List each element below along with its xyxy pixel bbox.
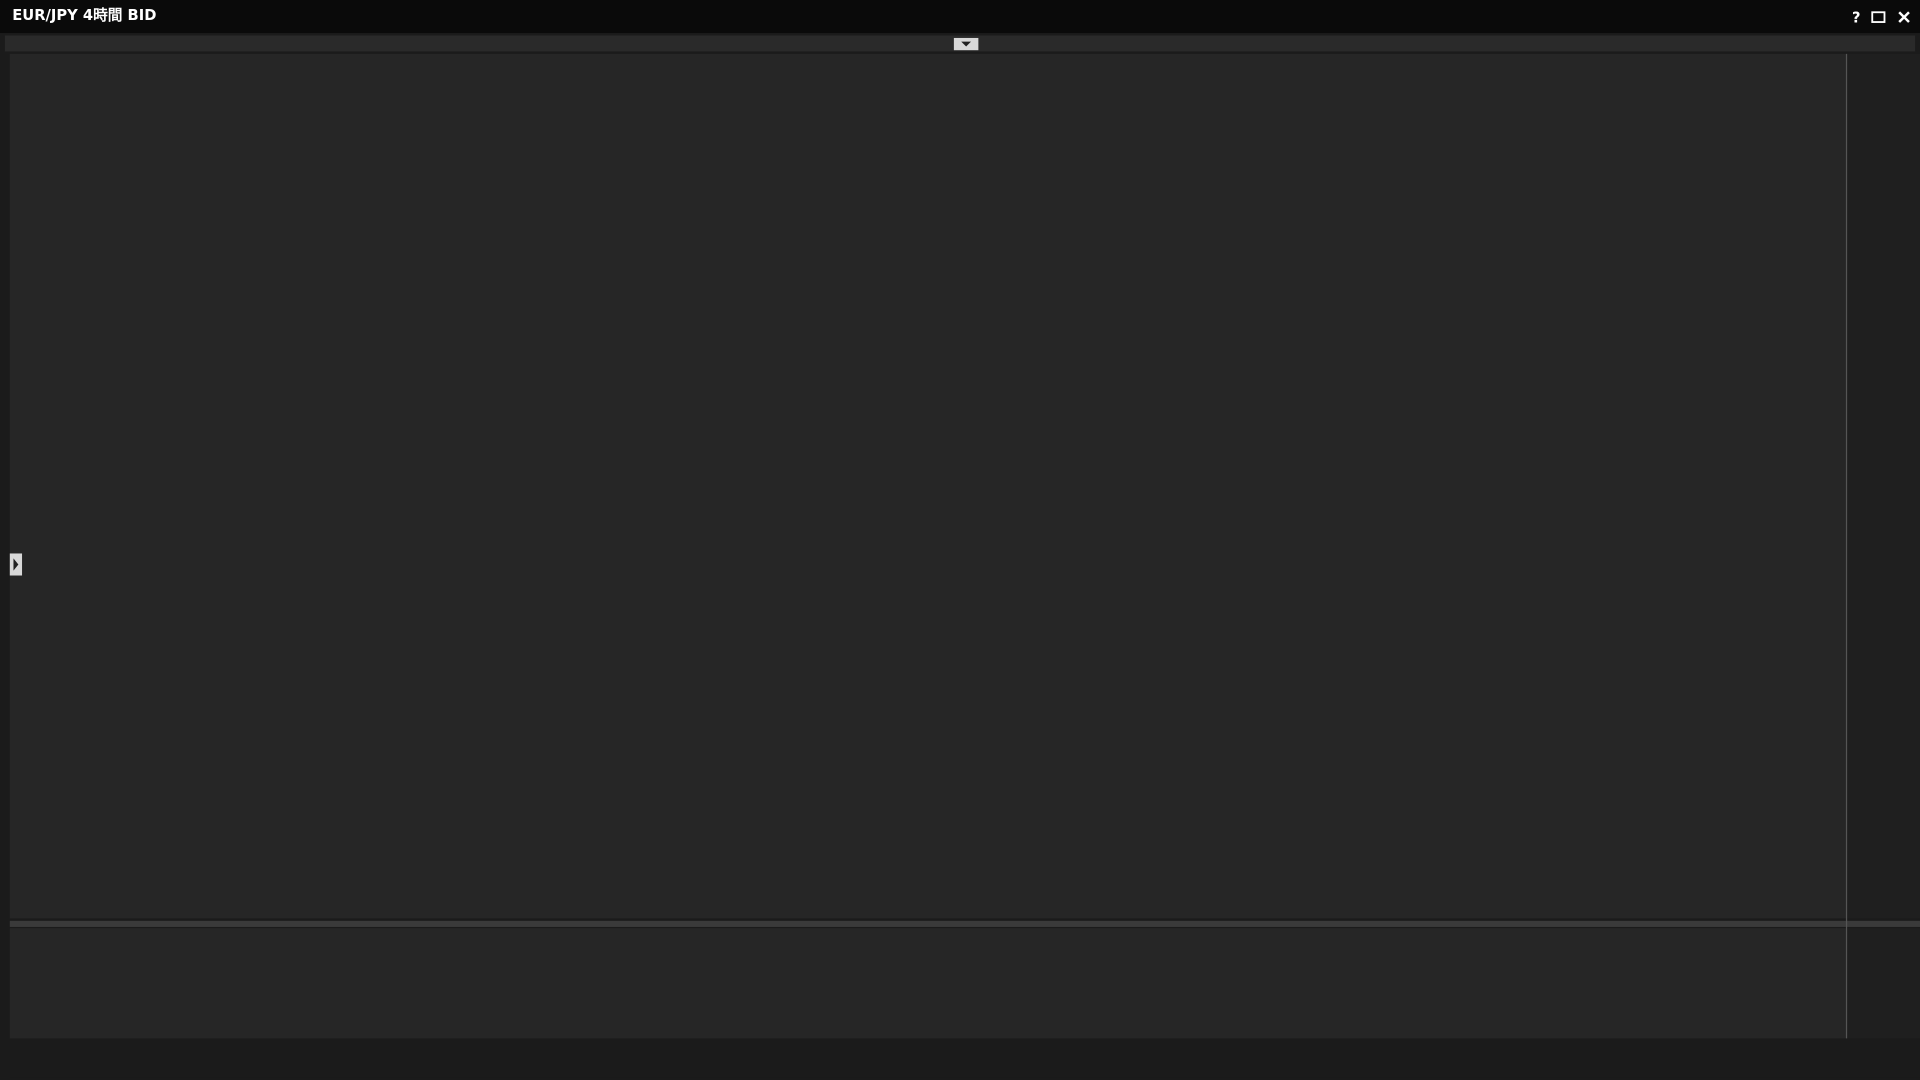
close-button[interactable] — [1898, 11, 1910, 23]
help-button[interactable]: ? — [1852, 9, 1861, 26]
price-axis — [1846, 53, 1920, 919]
maximize-button[interactable] — [1871, 11, 1886, 23]
collapse-arrow — [961, 41, 972, 47]
stochastic-panel — [9, 928, 1847, 1039]
panel-divider — [9, 920, 1920, 927]
side-panel-arrow — [13, 558, 19, 571]
price-panel — [9, 53, 1847, 919]
window-title: EUR/JPY 4時間 BID — [12, 6, 156, 24]
stochastic-axis — [1846, 928, 1920, 1039]
time-axis — [9, 1040, 1920, 1078]
title-bar — [0, 0, 1920, 34]
